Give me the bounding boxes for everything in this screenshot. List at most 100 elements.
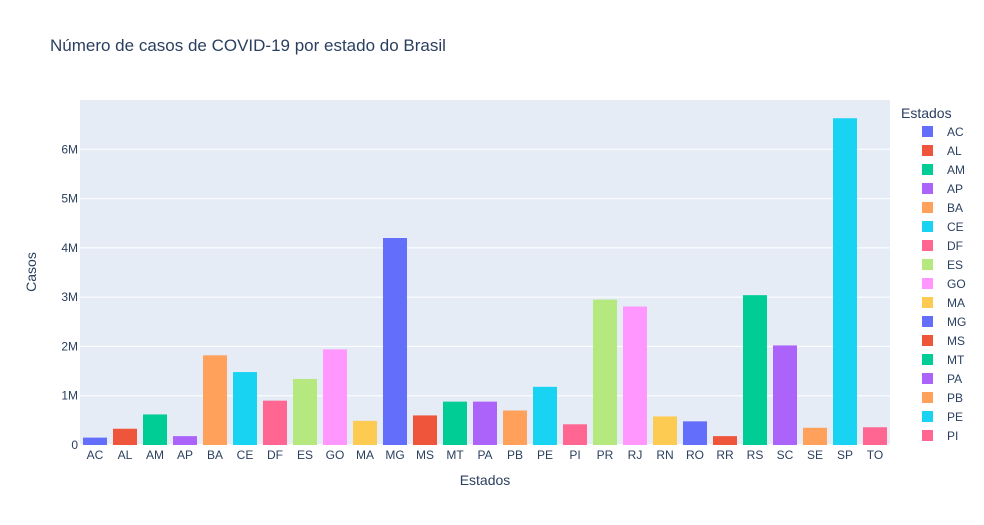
legend-swatch[interactable] xyxy=(922,202,933,213)
legend-item-label[interactable]: PI xyxy=(947,429,958,443)
x-axis-title: Estados xyxy=(460,472,511,488)
legend: AC AL AM AP BA CE DF ES GO MA MG MS MT PA PB PE PI xyxy=(922,125,966,443)
x-tick-label: PE xyxy=(537,448,553,462)
x-tick-label: AP xyxy=(177,448,193,462)
legend-swatch[interactable] xyxy=(922,335,933,346)
y-tick-label: 6M xyxy=(61,142,78,156)
legend-item-label[interactable]: PB xyxy=(947,391,963,405)
bar-sc[interactable] xyxy=(773,345,797,445)
legend-item-label[interactable]: AL xyxy=(947,144,962,158)
bar-ms[interactable] xyxy=(413,415,437,445)
y-axis-ticks: 0 1M 2M 3M 4M 5M 6M xyxy=(61,142,78,452)
x-tick-label: DF xyxy=(267,448,283,462)
legend-swatch[interactable] xyxy=(922,126,933,137)
x-tick-label: RO xyxy=(686,448,704,462)
x-tick-label: MT xyxy=(446,448,464,462)
legend-item-label[interactable]: GO xyxy=(947,277,966,291)
legend-swatch[interactable] xyxy=(922,145,933,156)
bar-rn[interactable] xyxy=(653,416,677,445)
x-tick-label: RN xyxy=(656,448,673,462)
bar-mt[interactable] xyxy=(443,401,467,445)
bar-pi[interactable] xyxy=(563,424,587,445)
bar-mg[interactable] xyxy=(383,238,407,445)
legend-title: Estados xyxy=(901,105,952,121)
x-tick-label: PA xyxy=(477,448,492,462)
x-tick-label: AL xyxy=(118,448,133,462)
legend-swatch[interactable] xyxy=(922,278,933,289)
legend-item-label[interactable]: AP xyxy=(947,182,963,196)
bars xyxy=(83,118,887,445)
x-tick-label: AM xyxy=(146,448,164,462)
x-tick-label: RS xyxy=(747,448,764,462)
legend-item-label[interactable]: MT xyxy=(947,353,965,367)
bar-ce[interactable] xyxy=(233,372,257,445)
legend-swatch[interactable] xyxy=(922,354,933,365)
bar-df[interactable] xyxy=(263,400,287,445)
bar-ma[interactable] xyxy=(353,420,377,445)
bar-to[interactable] xyxy=(863,427,887,445)
bar-se[interactable] xyxy=(803,427,827,445)
x-tick-label: TO xyxy=(867,448,883,462)
legend-swatch[interactable] xyxy=(922,373,933,384)
bar-es[interactable] xyxy=(293,378,317,445)
x-tick-label: AC xyxy=(87,448,104,462)
bar-ac[interactable] xyxy=(83,437,107,445)
bar-rr[interactable] xyxy=(713,436,737,445)
legend-item-label[interactable]: MA xyxy=(947,296,965,310)
bar-sp[interactable] xyxy=(833,118,857,445)
x-tick-label: SP xyxy=(837,448,853,462)
legend-swatch[interactable] xyxy=(922,164,933,175)
bar-ba[interactable] xyxy=(203,355,227,445)
bar-rj[interactable] xyxy=(623,306,647,445)
legend-item-label[interactable]: PE xyxy=(947,410,963,424)
x-tick-label: SE xyxy=(807,448,823,462)
legend-item-label[interactable]: MS xyxy=(947,334,965,348)
legend-item-label[interactable]: DF xyxy=(947,239,963,253)
legend-item-label[interactable]: AM xyxy=(947,163,965,177)
legend-swatch[interactable] xyxy=(922,183,933,194)
y-tick-label: 0 xyxy=(71,438,78,452)
x-tick-label: SC xyxy=(777,448,794,462)
bar-ap[interactable] xyxy=(173,436,197,445)
x-tick-label: RR xyxy=(716,448,734,462)
legend-swatch[interactable] xyxy=(922,240,933,251)
y-tick-label: 1M xyxy=(61,389,78,403)
y-axis-title: Casos xyxy=(23,252,39,292)
x-axis-ticks: AC AL AM AP BA CE DF ES GO MA MG MS MT PA PB PE PI PR RJ RN… xyxy=(87,448,884,462)
x-tick-label: MG xyxy=(385,448,404,462)
bar-ro[interactable] xyxy=(683,421,707,445)
legend-swatch[interactable] xyxy=(922,411,933,422)
bar-pb[interactable] xyxy=(503,410,527,446)
bar-pr[interactable] xyxy=(593,299,617,445)
x-tick-label: RJ xyxy=(628,448,643,462)
legend-swatch[interactable] xyxy=(922,221,933,232)
legend-item-label[interactable]: CE xyxy=(947,220,964,234)
x-tick-label: MA xyxy=(356,448,374,462)
legend-item-label[interactable]: BA xyxy=(947,201,963,215)
x-tick-label: ES xyxy=(297,448,313,462)
legend-swatch[interactable] xyxy=(922,259,933,270)
bar-al[interactable] xyxy=(113,428,137,445)
legend-item-label[interactable]: ES xyxy=(947,258,963,272)
legend-swatch[interactable] xyxy=(922,392,933,403)
x-tick-label: PB xyxy=(507,448,523,462)
legend-item-label[interactable]: MG xyxy=(947,315,966,329)
legend-swatch[interactable] xyxy=(922,430,933,441)
y-tick-label: 2M xyxy=(61,339,78,353)
bar-go[interactable] xyxy=(323,349,347,445)
bar-pe[interactable] xyxy=(533,386,557,445)
y-tick-label: 4M xyxy=(61,241,78,255)
x-tick-label: PR xyxy=(597,448,614,462)
bar-rs[interactable] xyxy=(743,295,767,445)
legend-item-label[interactable]: AC xyxy=(947,125,964,139)
y-tick-label: 5M xyxy=(61,192,78,206)
chart-title: Número de casos de COVID-19 por estado d… xyxy=(50,36,446,55)
legend-swatch[interactable] xyxy=(922,316,933,327)
legend-item-label[interactable]: PA xyxy=(947,372,962,386)
x-tick-label: MS xyxy=(416,448,434,462)
bar-pa[interactable] xyxy=(473,401,497,445)
x-tick-label: PI xyxy=(569,448,580,462)
bar-am[interactable] xyxy=(143,414,167,445)
legend-swatch[interactable] xyxy=(922,297,933,308)
